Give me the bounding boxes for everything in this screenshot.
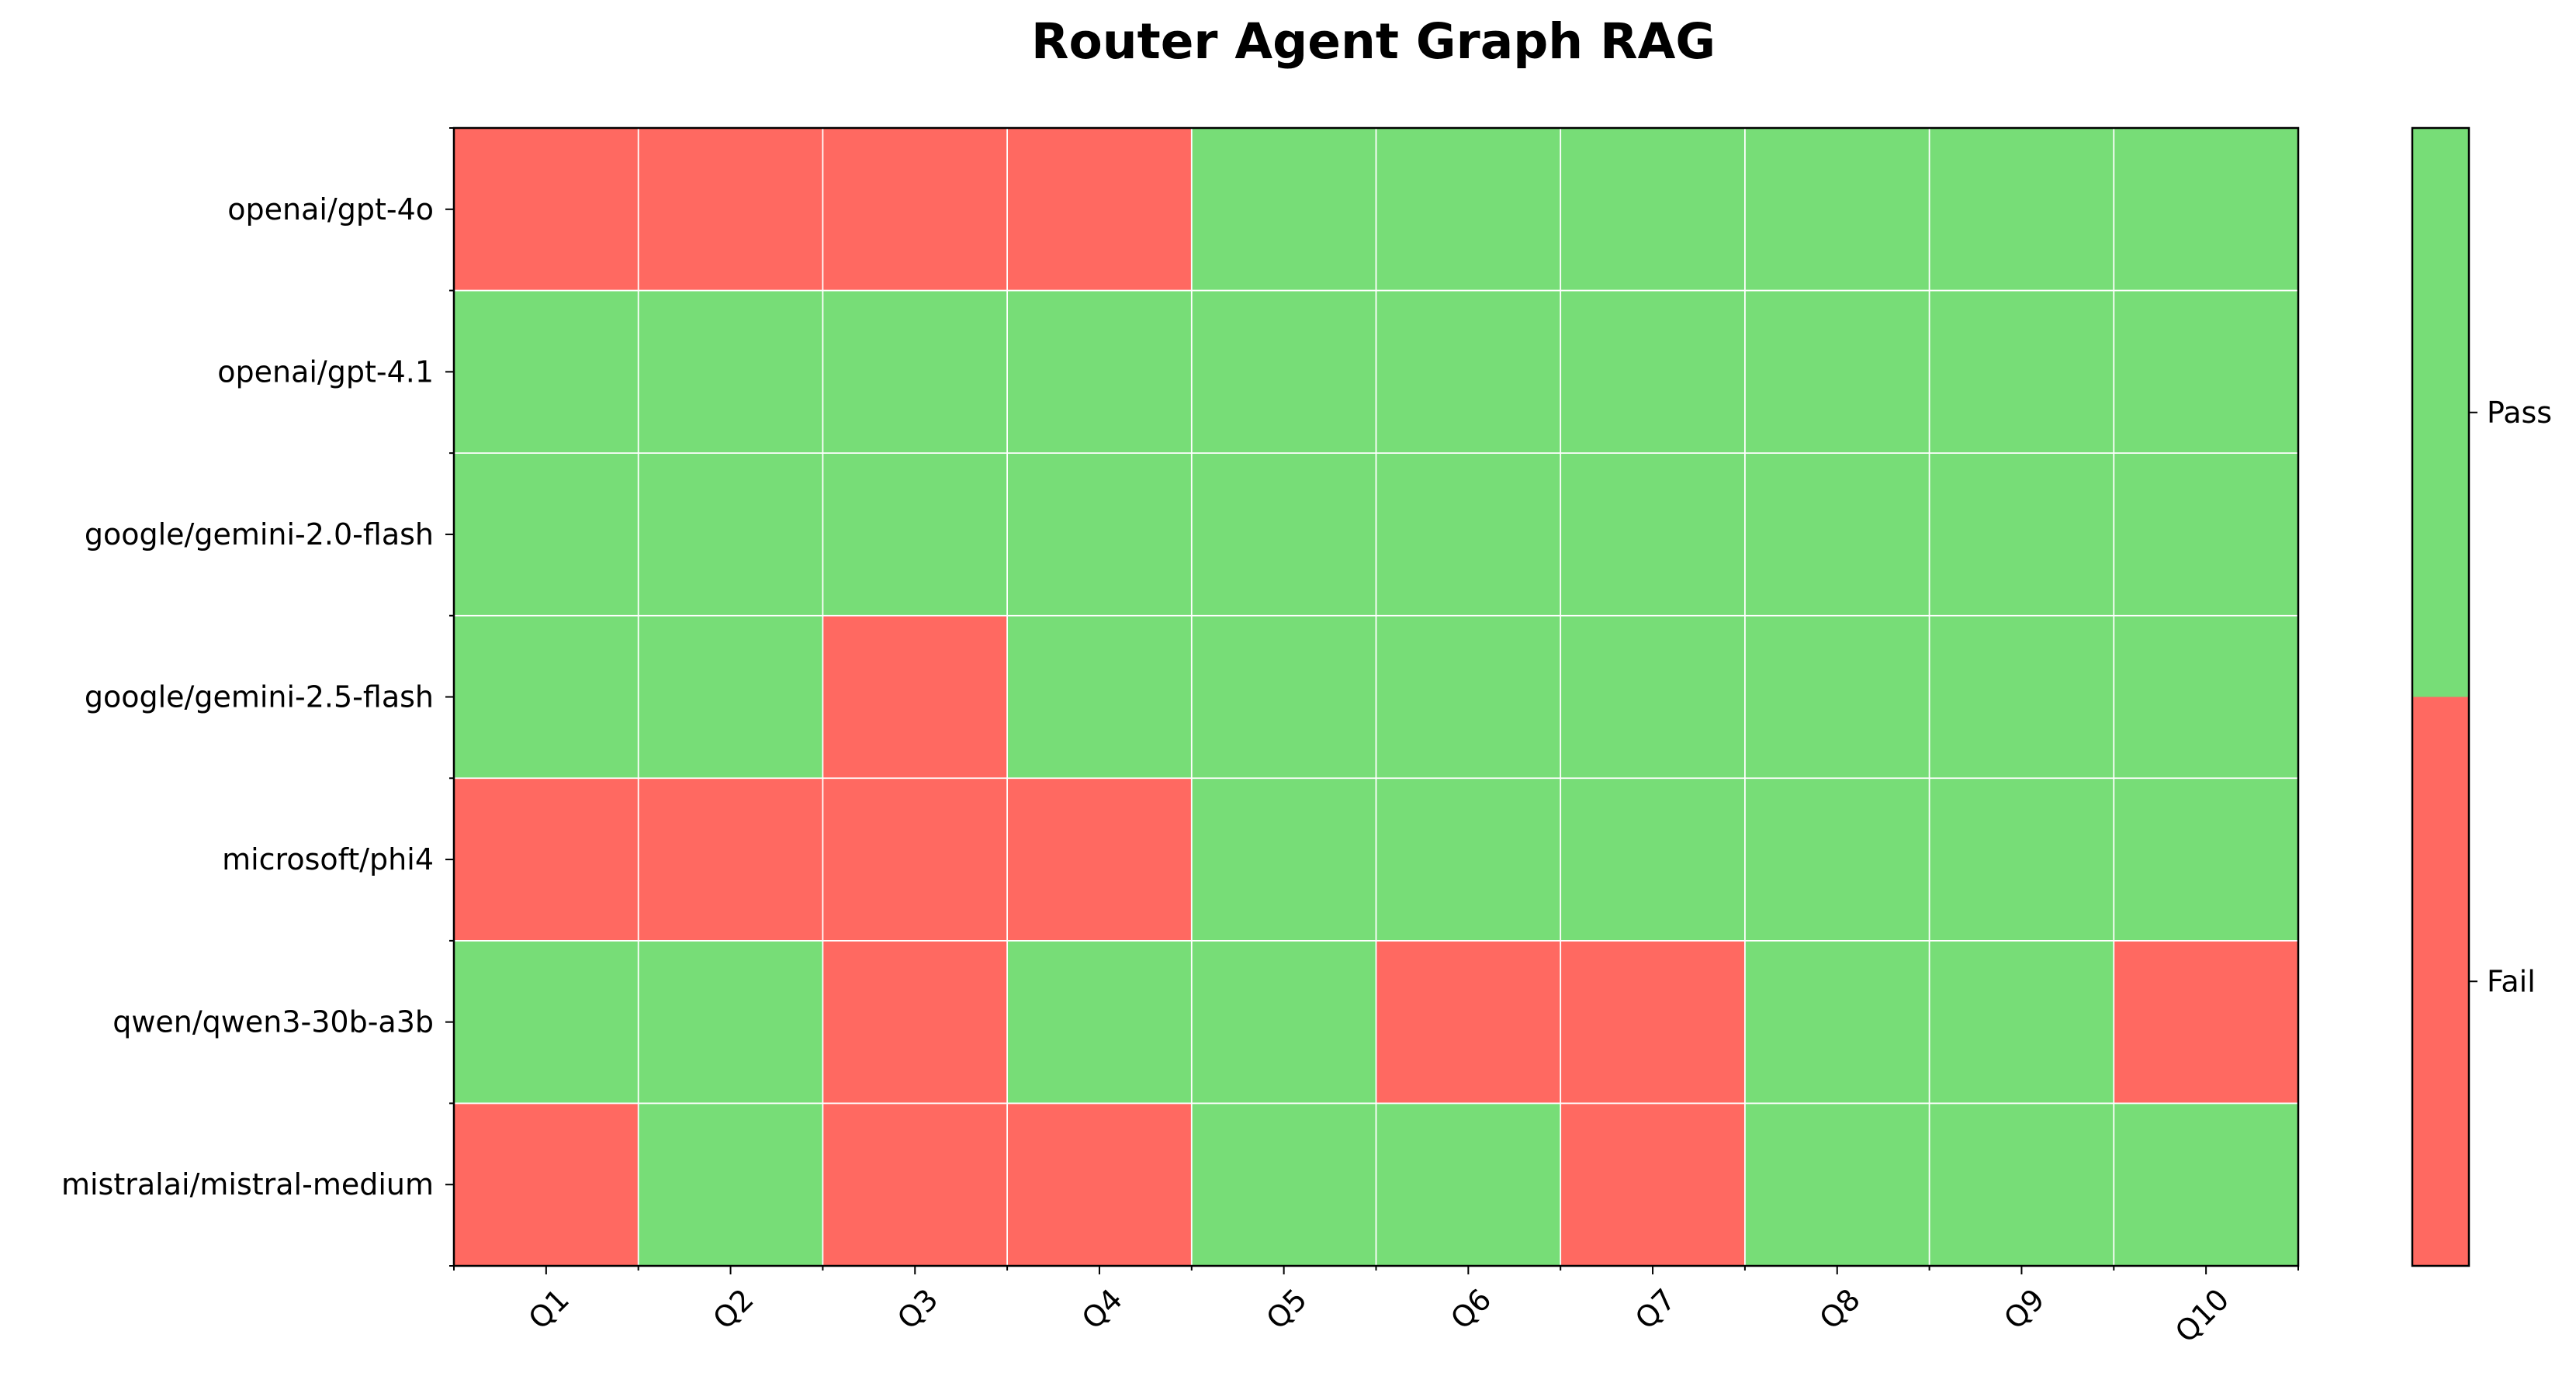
heatmap-cell (1191, 778, 1376, 942)
x-tick-label: Q2 (706, 1282, 760, 1336)
x-tick-label: Q10 (2169, 1282, 2235, 1349)
heatmap-cell (1744, 1103, 1930, 1267)
heatmap-cells (454, 128, 2299, 1267)
heatmap-cell (1191, 615, 1376, 779)
heatmap-cell (638, 453, 823, 617)
heatmap-cell (1744, 290, 1930, 454)
y-tick-label: qwen/qwen3-30b-a3b (113, 1005, 434, 1039)
heatmap-cell (2114, 1103, 2299, 1267)
heatmap-cell (2114, 290, 2299, 454)
y-tick-label: google/gemini-2.0-flash (85, 517, 434, 551)
heatmap-cell (822, 778, 1008, 942)
heatmap-cell (822, 290, 1008, 454)
heatmap-cell (638, 940, 823, 1104)
heatmap-cell (1744, 940, 1930, 1104)
y-tick-label: google/gemini-2.5-flash (85, 680, 434, 714)
colorbar-label: Pass (2487, 396, 2552, 430)
heatmap-cell (454, 1103, 639, 1267)
heatmap-cell (1744, 453, 1930, 617)
heatmap-cell (2114, 615, 2299, 779)
heatmap-cell (822, 453, 1008, 617)
heatmap-cell (1007, 940, 1193, 1104)
heatmap-cell (1560, 1103, 1746, 1267)
heatmap-cell (1191, 1103, 1376, 1267)
cell-gridlines (454, 128, 2298, 1266)
colorbar-segment (2412, 128, 2469, 697)
heatmap-cell (1007, 453, 1193, 617)
x-tick-label: Q1 (522, 1282, 576, 1336)
heatmap-cell (1376, 453, 1561, 617)
heatmap-cell (454, 290, 639, 454)
heatmap-cell (1191, 128, 1376, 292)
heatmap-cell (1929, 1103, 2114, 1267)
heatmap-cell (1929, 453, 2114, 617)
heatmap-cell (454, 940, 639, 1104)
heatmap-cell (1744, 128, 1930, 292)
y-axis: openai/gpt-4o openai/gpt-4.1 google/gemini… (61, 127, 454, 1267)
heatmap-cell (1929, 778, 2114, 942)
colorbar-label: Fail (2487, 964, 2536, 998)
x-tick-label: Q5 (1259, 1282, 1313, 1336)
y-tick-label: microsoft/phi4 (222, 842, 434, 876)
heatmap-cell (638, 1103, 823, 1267)
heatmap-cell (1007, 778, 1193, 942)
heatmap-cell (2114, 453, 2299, 617)
x-tick-label: Q9 (1997, 1282, 2051, 1336)
heatmap-cell (1560, 290, 1746, 454)
heatmap-cell (1376, 290, 1561, 454)
heatmap-cell (1007, 128, 1193, 292)
x-tick-label: Q3 (891, 1282, 944, 1336)
colorbar: Fail Pass (2411, 126, 2552, 1267)
heatmap-cell (454, 128, 639, 292)
heatmap-cell (1007, 290, 1193, 454)
heatmap-cell (454, 615, 639, 779)
heatmap-cell (1007, 615, 1193, 779)
heatmap-cell (1376, 1103, 1561, 1267)
x-tick-label: Q4 (1075, 1282, 1129, 1336)
heatmap-cell (1929, 128, 2114, 292)
heatmap-cell (1007, 1103, 1193, 1267)
heatmap-cell (1744, 615, 1930, 779)
heatmap-cell (822, 128, 1008, 292)
heatmap-cell (1560, 778, 1746, 942)
heatmap-cell (1191, 940, 1376, 1104)
y-tick-label: mistralai/mistral-medium (61, 1167, 434, 1201)
heatmap-cell (1560, 940, 1746, 1104)
x-tick-label: Q8 (1813, 1282, 1867, 1336)
heatmap-cell (2114, 128, 2299, 292)
chart-title: Router Agent Graph RAG (1031, 13, 1716, 70)
heatmap-cell (822, 940, 1008, 1104)
x-axis: Q1 Q2 Q3 Q4 Q5 Q6 Q7 Q8 Q9 Q10 (453, 1266, 2299, 1350)
heatmap-cell (1560, 615, 1746, 779)
x-tick-label: Q6 (1444, 1282, 1497, 1336)
heatmap-cell (1744, 778, 1930, 942)
heatmap-cell (638, 290, 823, 454)
heatmap-cell (822, 1103, 1008, 1267)
y-tick-label: openai/gpt-4.1 (217, 354, 434, 389)
heatmap-cell (1376, 128, 1561, 292)
heatmap-cell (1929, 940, 2114, 1104)
heatmap-cell (2114, 940, 2299, 1104)
heatmap-cell (822, 615, 1008, 779)
heatmap-cell (454, 453, 639, 617)
heatmap-cell (1191, 290, 1376, 454)
heatmap-cell (1376, 778, 1561, 942)
heatmap-cell (1376, 615, 1561, 779)
heatmap-cell (1929, 290, 2114, 454)
heatmap-cell (638, 615, 823, 779)
heatmap-cell (1560, 128, 1746, 292)
x-tick-label: Q7 (1629, 1282, 1682, 1336)
heatmap-cell (454, 778, 639, 942)
colorbar-segment (2412, 697, 2469, 1266)
heatmap-cell (638, 128, 823, 292)
heatmap-cell (1560, 453, 1746, 617)
heatmap-cell (638, 778, 823, 942)
heatmap-cell (1376, 940, 1561, 1104)
heatmap-cell (2114, 778, 2299, 942)
heatmap-cell (1191, 453, 1376, 617)
y-tick-label: openai/gpt-4o (227, 192, 434, 226)
heatmap-cell (1929, 615, 2114, 779)
colorbar-frame (2411, 126, 2470, 1267)
